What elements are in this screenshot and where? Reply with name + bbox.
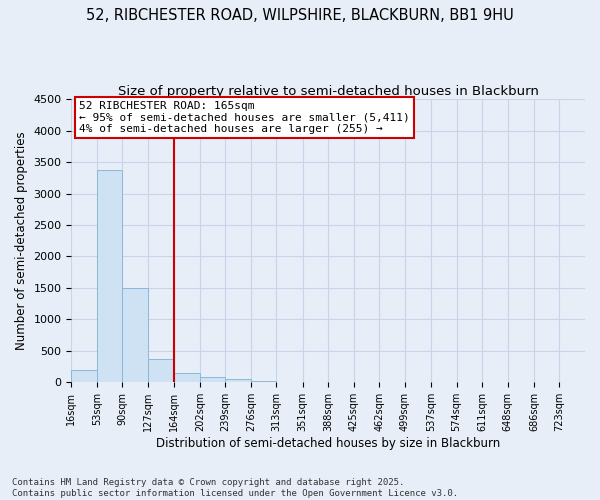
Text: 52 RIBCHESTER ROAD: 165sqm
← 95% of semi-detached houses are smaller (5,411)
4% : 52 RIBCHESTER ROAD: 165sqm ← 95% of semi… bbox=[79, 100, 410, 134]
Y-axis label: Number of semi-detached properties: Number of semi-detached properties bbox=[15, 132, 28, 350]
Title: Size of property relative to semi-detached houses in Blackburn: Size of property relative to semi-detach… bbox=[118, 85, 539, 98]
Bar bbox=[122, 288, 148, 382]
Bar bbox=[200, 376, 226, 382]
Text: Contains HM Land Registry data © Crown copyright and database right 2025.
Contai: Contains HM Land Registry data © Crown c… bbox=[12, 478, 458, 498]
Bar bbox=[148, 359, 173, 382]
Bar bbox=[71, 370, 97, 382]
X-axis label: Distribution of semi-detached houses by size in Blackburn: Distribution of semi-detached houses by … bbox=[156, 437, 500, 450]
Text: 52, RIBCHESTER ROAD, WILPSHIRE, BLACKBURN, BB1 9HU: 52, RIBCHESTER ROAD, WILPSHIRE, BLACKBUR… bbox=[86, 8, 514, 22]
Bar bbox=[251, 381, 277, 382]
Bar bbox=[97, 170, 122, 382]
Bar bbox=[173, 373, 200, 382]
Bar bbox=[226, 379, 251, 382]
